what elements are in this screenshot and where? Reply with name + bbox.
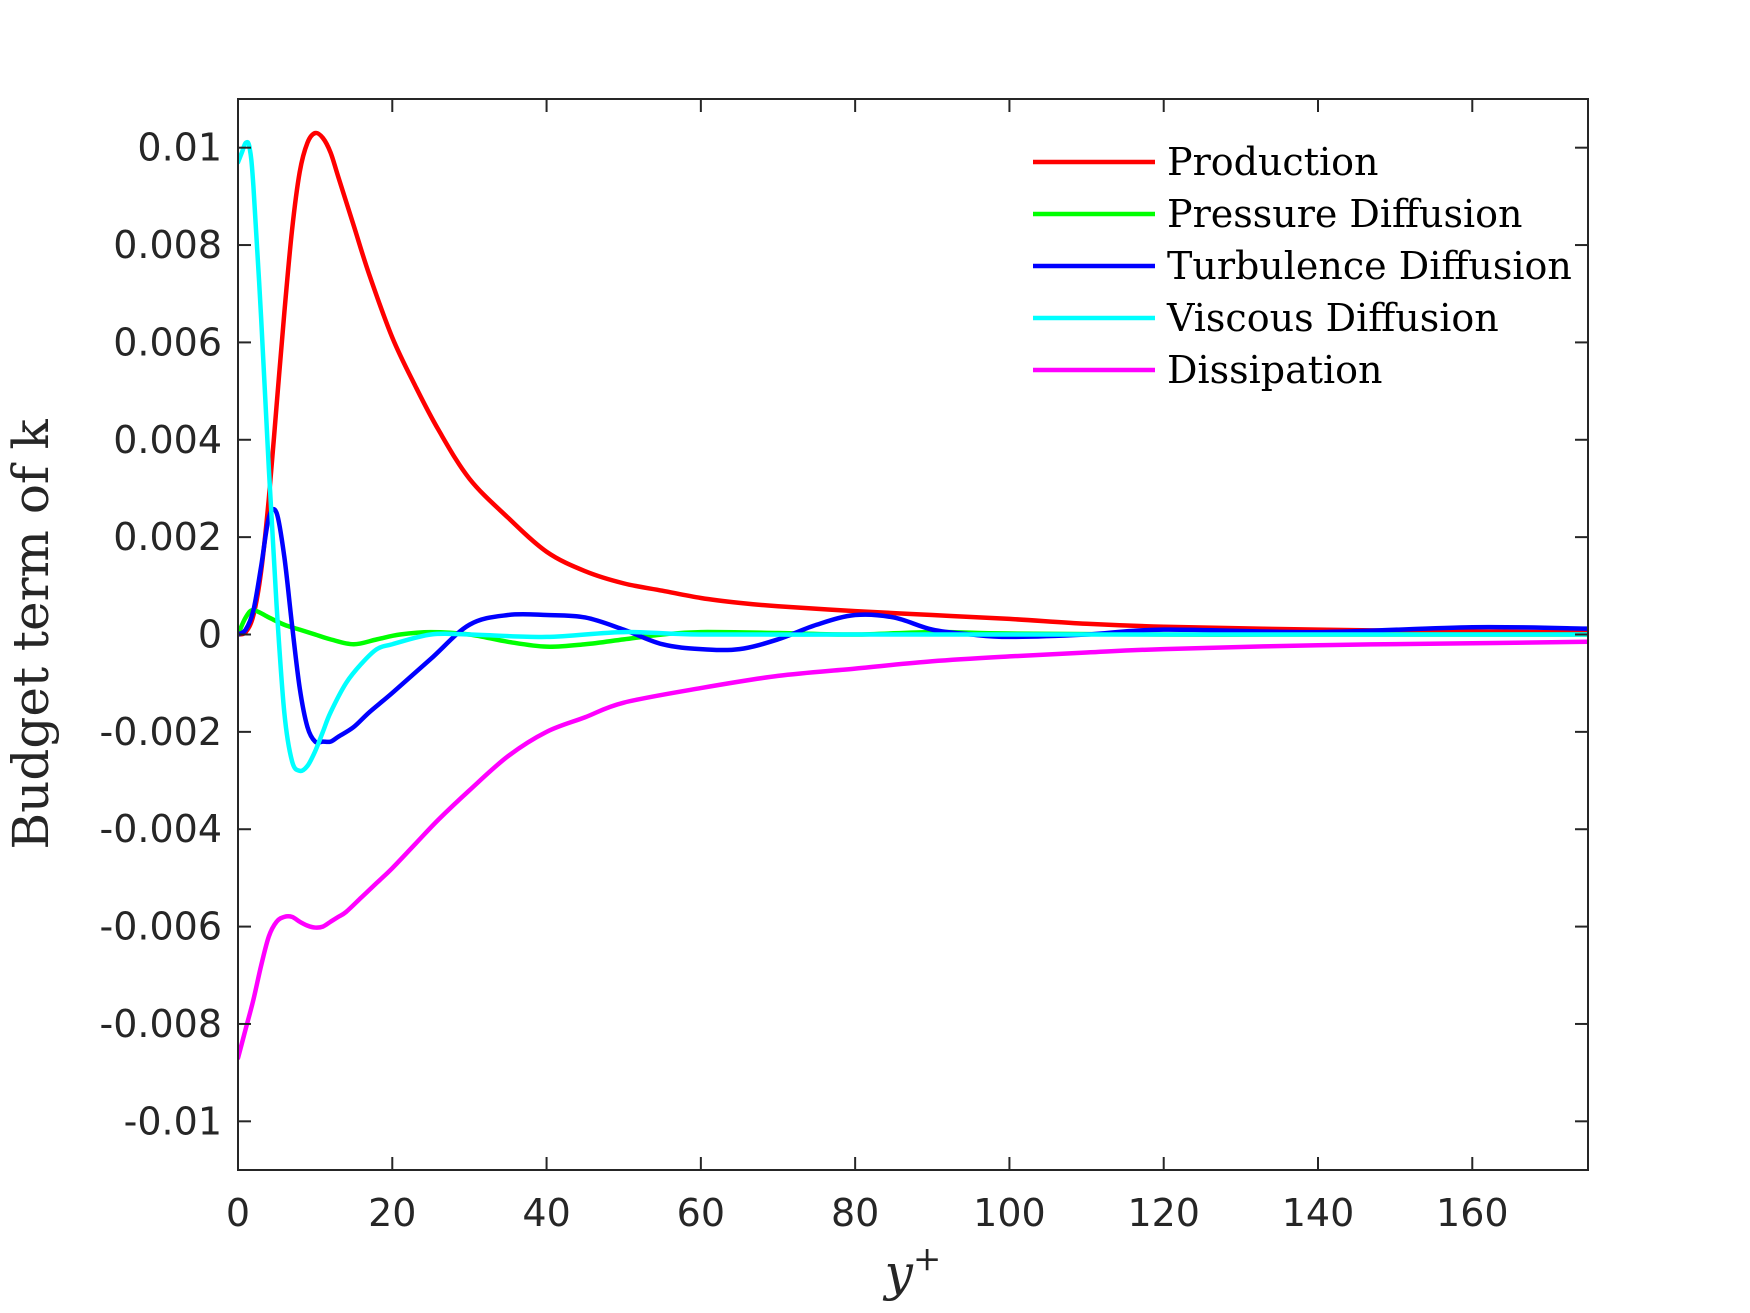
- x-axis-label-main: y: [883, 1244, 914, 1302]
- y-axis-label: Budget term of k: [2, 419, 60, 850]
- legend-label-dissipation: Dissipation: [1167, 348, 1383, 392]
- legend-label-pressure-diffusion: Pressure Diffusion: [1167, 192, 1523, 236]
- x-tick-label: 0: [226, 1191, 250, 1235]
- legend-label-production: Production: [1167, 140, 1378, 184]
- y-tick-label: -0.006: [100, 905, 223, 949]
- y-tick-label: 0: [198, 613, 222, 657]
- y-tick-label: -0.002: [100, 710, 223, 754]
- y-tick-label: -0.004: [100, 807, 223, 851]
- y-tick-label: 0.004: [113, 418, 222, 462]
- x-tick-label: 160: [1436, 1191, 1509, 1235]
- x-tick-label: 140: [1282, 1191, 1355, 1235]
- legend-label-turbulence-diffusion: Turbulence Diffusion: [1167, 244, 1572, 288]
- x-tick-label: 120: [1127, 1191, 1200, 1235]
- y-tick-label: 0.01: [137, 126, 222, 170]
- x-tick-label: 40: [522, 1191, 570, 1235]
- x-axis-label: y+: [883, 1239, 942, 1302]
- ticks-layer: 0 20 40 60 80 100 120 140 160 0.01 0.008 0.006 0.004…: [100, 99, 1588, 1235]
- x-tick-label: 20: [368, 1191, 416, 1235]
- y-tick-label: 0.008: [113, 223, 222, 267]
- x-tick-label: 80: [831, 1191, 879, 1235]
- legend-label-viscous-diffusion: Viscous Diffusion: [1166, 296, 1499, 340]
- series-line-dissipation: [238, 639, 1588, 1061]
- x-tick-label: 60: [677, 1191, 725, 1235]
- legend: Production Pressure Diffusion Turbulence D…: [1033, 140, 1572, 392]
- y-tick-label: 0.002: [113, 515, 222, 559]
- series-line-viscous-diffusion: [238, 139, 1588, 774]
- x-axis-label-superscript: +: [913, 1239, 942, 1279]
- y-tick-label: 0.006: [113, 320, 222, 364]
- series-line-turbulence-diffusion: [238, 506, 1588, 745]
- x-tick-label: 100: [973, 1191, 1046, 1235]
- y-tick-label: -0.01: [124, 1099, 222, 1143]
- y-tick-label: -0.008: [100, 1002, 223, 1046]
- series-line-production: [238, 130, 1588, 637]
- series-layer: [238, 130, 1588, 1061]
